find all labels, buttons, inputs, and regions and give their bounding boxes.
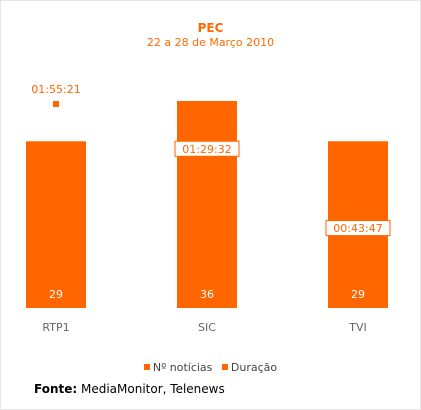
chart-subtitle: 22 a 28 de Março 2010 <box>146 36 275 49</box>
chart-title: PEC <box>197 21 224 35</box>
data-label-count-rtp1: 29 <box>49 288 63 301</box>
data-label-duration-sic: 01:29:32 <box>182 143 231 156</box>
legend-swatch-duracao <box>221 364 228 370</box>
source-note: Fonte: MediaMonitor, Telenews <box>34 382 225 396</box>
source-label: Fonte: <box>34 382 78 396</box>
tick-label-rtp1: RTP1 <box>42 321 69 334</box>
bar-count-sic <box>177 101 237 308</box>
legend-item-noticias[interactable]: Nº notícias <box>143 361 213 374</box>
data-label-count-sic: 36 <box>200 288 214 301</box>
legend-item-duracao[interactable]: Duração <box>221 361 278 374</box>
tick-label-sic: SIC <box>198 321 216 334</box>
data-label-box-duration-tvi <box>325 220 391 237</box>
tick-label-tvi: TVI <box>348 321 367 334</box>
chart-legend: Nº notícias Duração <box>0 361 421 374</box>
source-text: MediaMonitor, Telenews <box>77 382 225 396</box>
data-label-duration-tvi: 00:43:47 <box>333 222 382 235</box>
point-duration-rtp1 <box>53 101 59 107</box>
legend-label-duracao: Duração <box>230 361 278 374</box>
data-label-count-tvi: 29 <box>351 288 365 301</box>
legend-label-noticias: Nº notícias <box>152 361 213 374</box>
bar-count-rtp1 <box>26 141 86 308</box>
data-label-box-duration-sic <box>174 140 240 157</box>
data-label-duration-rtp1: 01:55:21 <box>31 83 80 96</box>
legend-swatch-noticias <box>143 364 150 370</box>
